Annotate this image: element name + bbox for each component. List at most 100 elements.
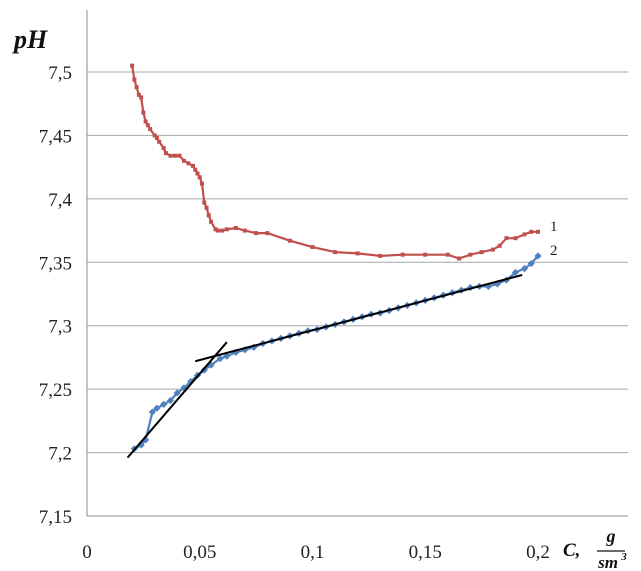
data-point xyxy=(527,259,535,268)
data-point xyxy=(220,228,225,233)
data-point xyxy=(200,366,208,374)
data-point xyxy=(132,77,137,82)
data-point xyxy=(207,361,215,369)
y-axis-title: pH xyxy=(12,25,48,54)
trend-line xyxy=(194,274,523,363)
data-point xyxy=(254,231,259,236)
data-point xyxy=(163,151,168,156)
data-point xyxy=(200,181,205,186)
y-tick-label: 7,45 xyxy=(39,126,72,147)
x-tick-label: 0,1 xyxy=(301,542,325,563)
data-point xyxy=(142,436,150,444)
x-axis-title: C, g sm 3 xyxy=(563,526,627,571)
data-point xyxy=(141,110,146,115)
data-point xyxy=(143,119,148,124)
y-tick-label: 7,3 xyxy=(48,317,72,338)
y-tick-label: 7,15 xyxy=(39,507,72,528)
data-point xyxy=(153,404,161,412)
data-point xyxy=(265,231,270,236)
data-point xyxy=(168,153,173,158)
x-axis-variable: C, xyxy=(563,540,580,561)
data-point xyxy=(493,280,502,288)
y-tick-labels: 7,15 7,2 7,25 7,3 7,35 7,4 7,45 7,5 xyxy=(39,63,73,528)
data-point xyxy=(186,161,191,166)
data-point xyxy=(511,268,520,277)
x-tick-label: 0,05 xyxy=(183,542,216,563)
data-point xyxy=(206,213,211,218)
data-point xyxy=(209,219,214,224)
data-point xyxy=(378,253,383,258)
data-point xyxy=(333,250,338,255)
data-point xyxy=(166,396,175,405)
data-point xyxy=(479,250,484,255)
series-label: 2 xyxy=(550,243,558,259)
trend-lines xyxy=(126,274,523,459)
data-point xyxy=(190,163,195,168)
data-point xyxy=(355,251,360,256)
data-point xyxy=(193,167,198,172)
data-point xyxy=(197,175,202,180)
data-point xyxy=(181,158,186,163)
data-point xyxy=(213,227,218,232)
y-tick-label: 7,25 xyxy=(39,380,72,401)
data-point xyxy=(232,348,240,356)
data-point xyxy=(204,205,209,210)
data-point xyxy=(177,153,182,158)
x-tick-labels: 0 0,05 0,1 0,15 0,2 xyxy=(82,542,550,563)
x-axis-unit-numerator: g xyxy=(606,526,616,546)
y-tick-label: 7,2 xyxy=(48,444,72,465)
data-point xyxy=(504,236,509,241)
data-point xyxy=(154,135,159,140)
trend-line xyxy=(126,341,228,459)
data-point xyxy=(233,226,238,231)
data-point xyxy=(400,252,405,257)
data-point xyxy=(160,400,168,408)
x-tick-label: 0,15 xyxy=(409,542,442,563)
data-point xyxy=(202,200,207,205)
x-axis-unit-exponent: 3 xyxy=(620,551,627,563)
data-point xyxy=(250,343,258,351)
data-point xyxy=(445,252,450,257)
data-point xyxy=(130,63,135,68)
axes xyxy=(86,10,628,517)
data-point xyxy=(287,238,292,243)
data-point xyxy=(513,236,518,241)
gridlines xyxy=(87,71,628,454)
x-axis-unit-denominator: sm xyxy=(597,553,618,571)
data-point xyxy=(490,247,495,252)
x-tick-label: 0 xyxy=(82,542,92,563)
data-point xyxy=(173,389,181,397)
data-point xyxy=(137,441,145,449)
data-point xyxy=(423,252,428,257)
data-point xyxy=(148,127,153,132)
data-point xyxy=(468,252,473,257)
data-point xyxy=(484,282,492,290)
series-label: 1 xyxy=(550,219,558,235)
data-point xyxy=(534,252,542,260)
series-1 xyxy=(130,63,540,261)
data-point xyxy=(497,243,502,248)
data-point xyxy=(152,133,157,138)
data-point xyxy=(157,139,162,144)
data-point xyxy=(139,95,144,100)
y-tick-label: 7,5 xyxy=(48,63,72,84)
data-point xyxy=(224,227,229,232)
data-point xyxy=(310,245,315,250)
data-point xyxy=(223,352,231,360)
data-point xyxy=(136,92,141,97)
data-point xyxy=(457,256,462,261)
data-point xyxy=(242,228,247,233)
data-point xyxy=(522,232,527,237)
data-point xyxy=(172,153,177,158)
series xyxy=(130,63,542,453)
data-point xyxy=(216,355,224,363)
data-point xyxy=(145,123,150,128)
series-1-line xyxy=(131,65,538,260)
data-point xyxy=(195,171,200,176)
data-point xyxy=(161,146,166,151)
data-point xyxy=(536,229,540,234)
data-point xyxy=(529,229,534,234)
y-tick-label: 7,35 xyxy=(39,253,72,274)
series-labels: 12 xyxy=(550,219,558,259)
